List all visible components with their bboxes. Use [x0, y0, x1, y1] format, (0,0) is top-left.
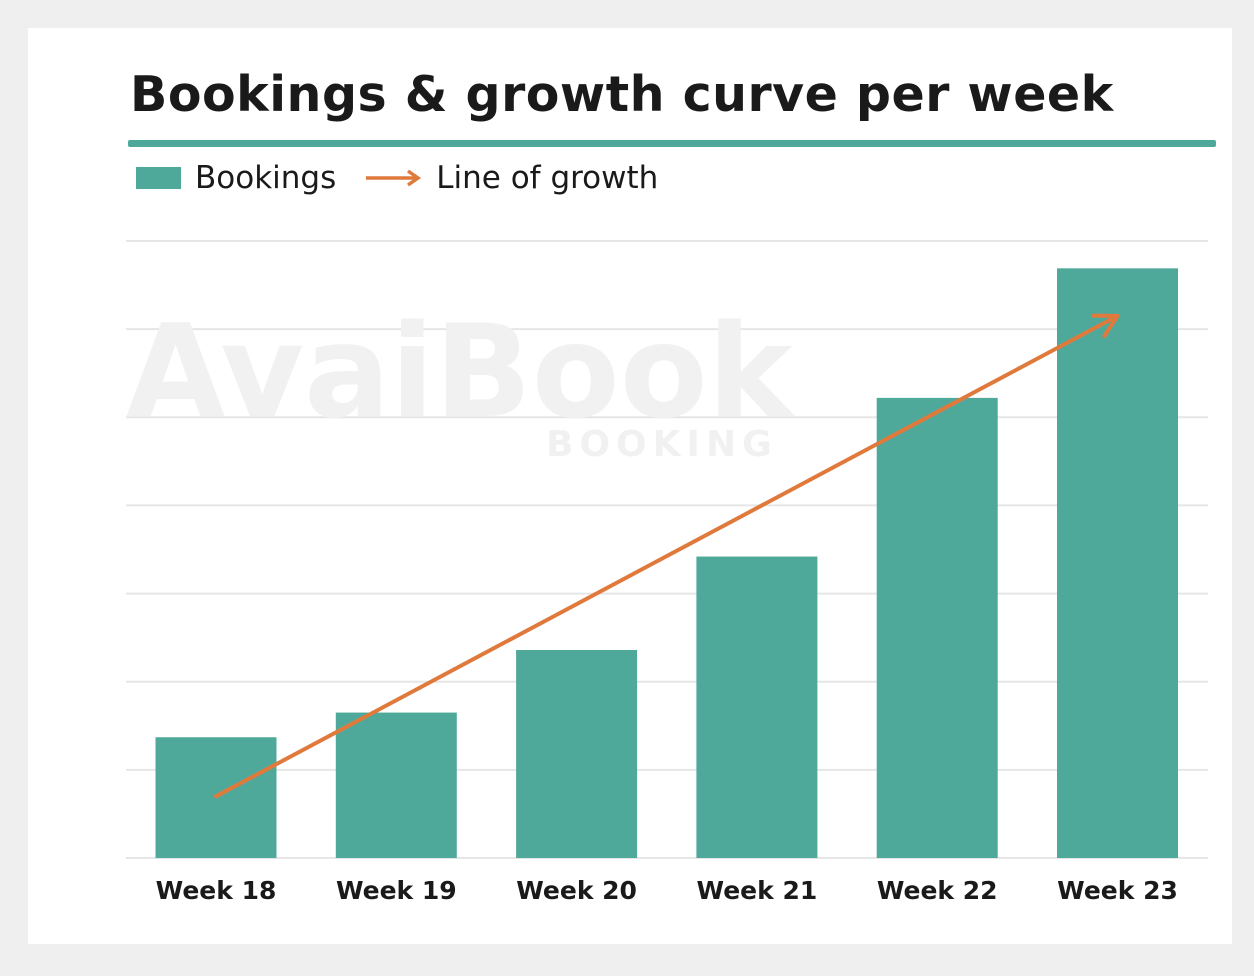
- growth-arrowhead-icon: [1091, 313, 1120, 338]
- watermark-brand: AvaiBook: [126, 298, 796, 447]
- x-tick-label: Week 22: [877, 876, 998, 905]
- chart-legend: Bookings Line of growth: [136, 156, 658, 200]
- x-axis-labels: Week 18 Week 19 Week 20 Week 21 Week 22 Week …: [156, 876, 1178, 905]
- bar-week-22: [876, 397, 998, 858]
- bar-week-23: [1057, 268, 1178, 858]
- watermark-sub: BOOKING: [546, 424, 778, 465]
- x-tick-label: Week 18: [156, 876, 277, 905]
- bars: [155, 268, 1178, 858]
- chart-title: Bookings & growth curve per week: [130, 66, 1114, 123]
- legend-bookings-swatch: [136, 167, 181, 189]
- growth-line-segment: [214, 313, 1120, 799]
- legend-bookings-label: Bookings: [195, 160, 337, 196]
- x-tick-label: Week 20: [516, 876, 637, 905]
- x-tick-label: Week 21: [697, 876, 818, 905]
- legend-growth-label: Line of growth: [436, 160, 659, 196]
- growth-line: [214, 313, 1120, 799]
- legend-arrow-icon: [366, 169, 422, 187]
- x-tick-label: Week 19: [336, 876, 457, 905]
- x-tick-label: Week 23: [1057, 876, 1178, 905]
- bar-week-20: [516, 649, 638, 858]
- bar-week-21: [696, 556, 818, 858]
- gridlines: [126, 240, 1208, 859]
- bar-week-19: [335, 712, 457, 858]
- watermark: AvaiBook BOOKING: [126, 298, 796, 465]
- title-underline: [128, 140, 1216, 147]
